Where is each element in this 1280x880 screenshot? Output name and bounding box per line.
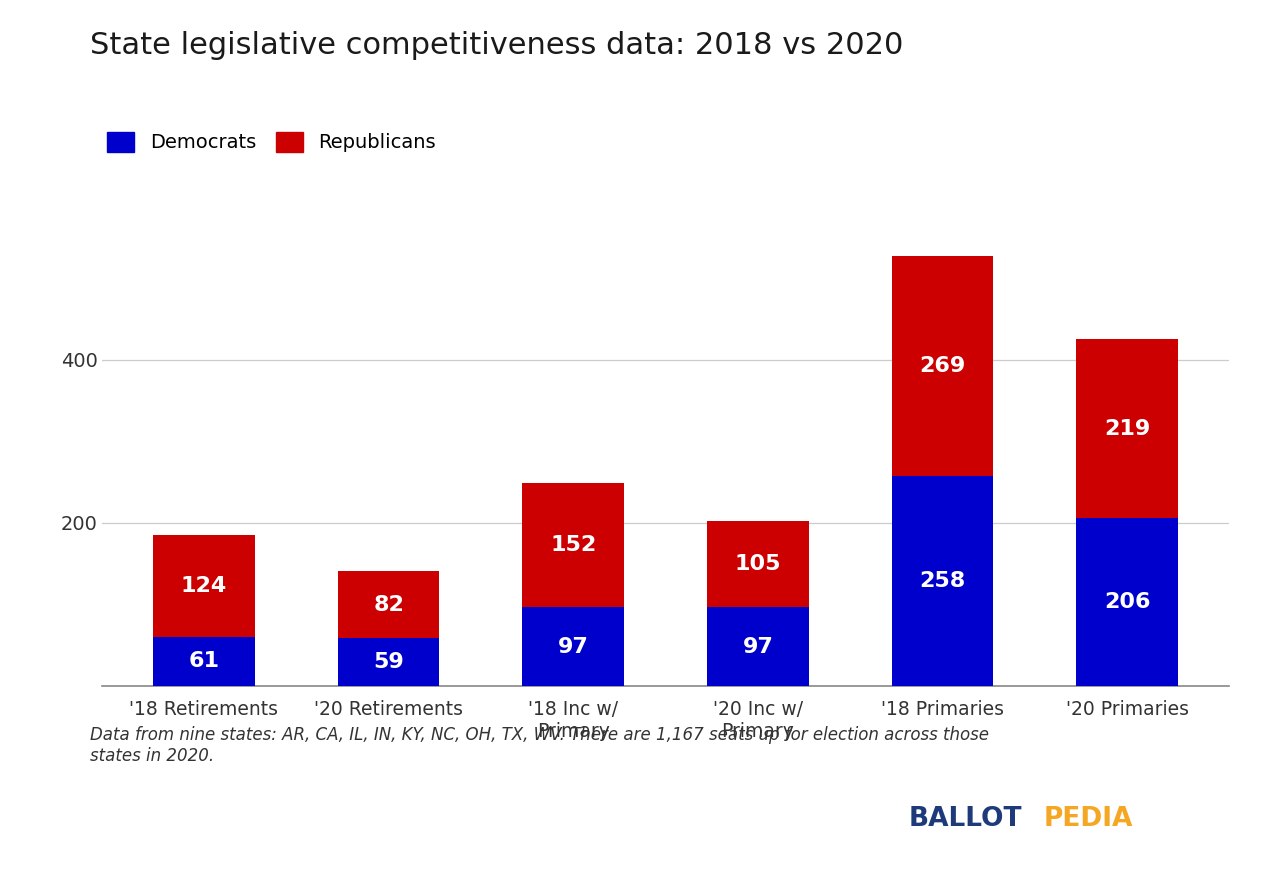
Bar bbox=[707, 607, 809, 686]
Bar bbox=[522, 483, 625, 607]
Bar bbox=[892, 256, 993, 475]
Text: 97: 97 bbox=[558, 637, 589, 656]
Bar bbox=[1076, 339, 1178, 518]
Text: 124: 124 bbox=[180, 576, 227, 596]
Text: State legislative competitiveness data: 2018 vs 2020: State legislative competitiveness data: … bbox=[90, 31, 902, 60]
Bar bbox=[1076, 518, 1178, 686]
Bar bbox=[338, 638, 439, 686]
Bar bbox=[338, 571, 439, 638]
Text: 59: 59 bbox=[374, 652, 404, 672]
Text: 258: 258 bbox=[919, 571, 965, 591]
Bar bbox=[707, 521, 809, 607]
Text: 206: 206 bbox=[1103, 592, 1151, 612]
Text: 219: 219 bbox=[1105, 419, 1151, 438]
Text: 82: 82 bbox=[374, 595, 404, 615]
Text: 61: 61 bbox=[188, 651, 219, 671]
Bar bbox=[522, 607, 625, 686]
Text: 97: 97 bbox=[742, 637, 773, 656]
Text: 105: 105 bbox=[735, 554, 781, 575]
Bar bbox=[154, 535, 255, 636]
Text: Data from nine states: AR, CA, IL, IN, KY, NC, OH, TX, WV. There are 1,167 seats: Data from nine states: AR, CA, IL, IN, K… bbox=[90, 726, 988, 765]
Text: BALLOT: BALLOT bbox=[909, 805, 1023, 832]
Legend: Democrats, Republicans: Democrats, Republicans bbox=[100, 124, 444, 160]
Bar bbox=[892, 475, 993, 686]
Text: PEDIA: PEDIA bbox=[1043, 805, 1133, 832]
Text: 269: 269 bbox=[919, 356, 965, 376]
Bar bbox=[154, 636, 255, 686]
Text: 152: 152 bbox=[550, 535, 596, 555]
